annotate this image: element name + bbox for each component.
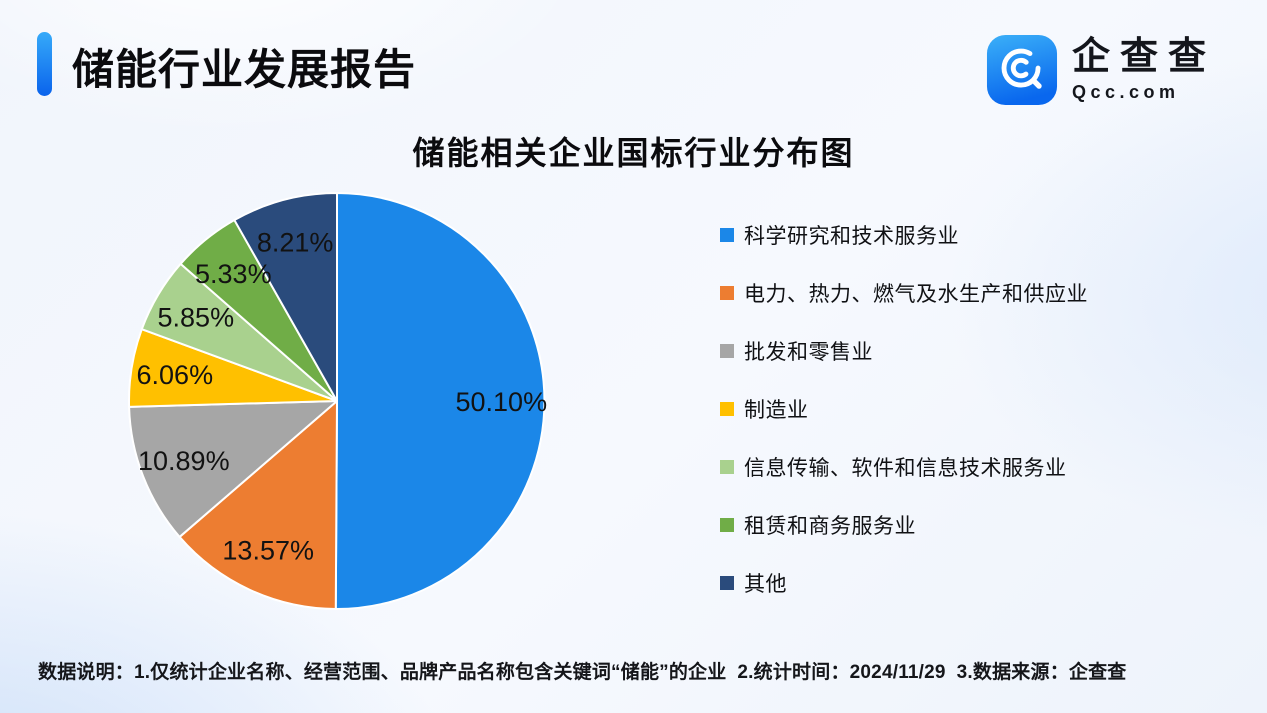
legend-swatch (720, 344, 734, 358)
legend-swatch (720, 460, 734, 474)
legend-item-4: 信息传输、软件和信息技术服务业 (720, 456, 1088, 480)
legend-label: 其他 (744, 573, 787, 596)
pie-label-6: 8.21% (257, 228, 334, 258)
legend-label: 科学研究和技术服务业 (744, 225, 959, 248)
legend-item-2: 批发和零售业 (720, 340, 1088, 364)
pie-chart: 50.10% 13.57% 10.89% 6.06% 5.85% 5.33%8.21% (128, 192, 548, 611)
pie-slice-1 (178, 400, 338, 610)
legend-item-6: 其他 (720, 572, 1088, 596)
legend-item-5: 租赁和商务服务业 (720, 514, 1088, 538)
logo-domain: Qcc.com (1072, 82, 1180, 102)
pie-label-5: 5.33% (195, 259, 272, 289)
legend-item-0: 科学研究和技术服务业 (720, 224, 1088, 248)
title-accent-bar (37, 32, 52, 96)
footer-note: 数据说明：1.仅统计企业名称、经营范围、品牌产品名称包含关键词“储能”的企业 2… (38, 662, 1127, 683)
legend-swatch (720, 402, 734, 416)
legend-swatch (720, 286, 734, 300)
qcc-logo: 企查查 Qcc.com (986, 34, 1216, 106)
chart-legend: 科学研究和技术服务业电力、热力、燃气及水生产和供应业 批发和零售业 制造业信息传输、… (720, 224, 1088, 630)
pie-slice-6 (233, 192, 338, 402)
page-title: 储能行业发展报告 (72, 46, 417, 93)
chart-title: 储能相关企业国标行业分布图 (412, 135, 855, 171)
qcc-magnifier-icon (986, 34, 1058, 106)
legend-label: 信息传输、软件和信息技术服务业 (744, 457, 1067, 480)
pie-label-4: 5.85% (158, 302, 235, 332)
pie-label-2: 10.89% (138, 446, 230, 476)
qcc-logo-text: 企查查 Qcc.com (1072, 37, 1216, 103)
legend-item-1: 电力、热力、燃气及水生产和供应业 (720, 282, 1088, 306)
pie-label-0: 50.10% (456, 387, 548, 417)
legend-label: 制造业 (744, 399, 809, 422)
legend-label: 租赁和商务服务业 (744, 515, 916, 538)
legend-swatch (720, 518, 734, 532)
logo-brand-name: 企查查 (1072, 36, 1217, 78)
pie-label-3: 6.06% (137, 360, 214, 390)
legend-swatch (720, 576, 734, 590)
legend-label: 批发和零售业 (744, 341, 873, 364)
legend-swatch (720, 228, 734, 242)
pie-slice-2 (128, 400, 338, 538)
pie-slice-0 (334, 192, 546, 611)
legend-item-3: 制造业 (720, 398, 1088, 422)
pie-label-1: 13.57% (222, 536, 314, 566)
legend-label: 电力、热力、燃气及水生产和供应业 (744, 283, 1088, 306)
